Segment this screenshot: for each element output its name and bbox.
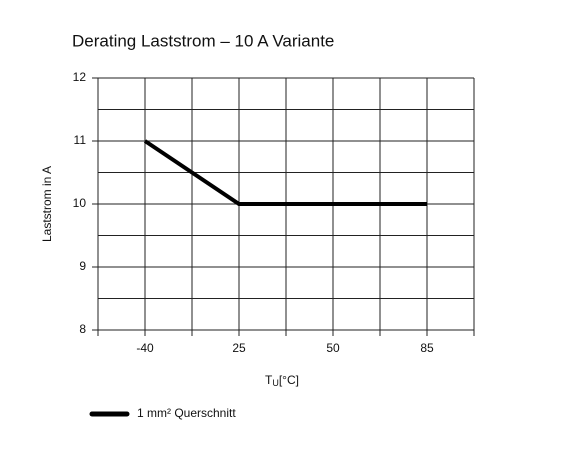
x-tick-label: 25 (232, 341, 246, 355)
x-axis-label: TU[°C] (265, 373, 299, 388)
y-tick-label: 11 (74, 133, 87, 147)
x-tick-label: -40 (136, 341, 154, 355)
x-tick-label: 85 (420, 341, 434, 355)
y-tick-label: 10 (73, 196, 87, 210)
series-line (143, 139, 427, 206)
legend-label: 1 mm² Querschnitt (137, 406, 236, 420)
x-label-unit: [°C] (279, 373, 299, 387)
y-tick-label: 9 (79, 259, 86, 273)
y-tick-label: 12 (73, 70, 87, 84)
x-label-symbol: T (265, 373, 273, 387)
y-axis-label: Laststrom in A (40, 166, 54, 242)
x-tick-label: 50 (326, 341, 340, 355)
chart-title: Derating Laststrom – 10 A Variante (72, 31, 334, 50)
y-tick-label: 8 (79, 322, 86, 336)
x-label-subscript: U (272, 378, 279, 388)
